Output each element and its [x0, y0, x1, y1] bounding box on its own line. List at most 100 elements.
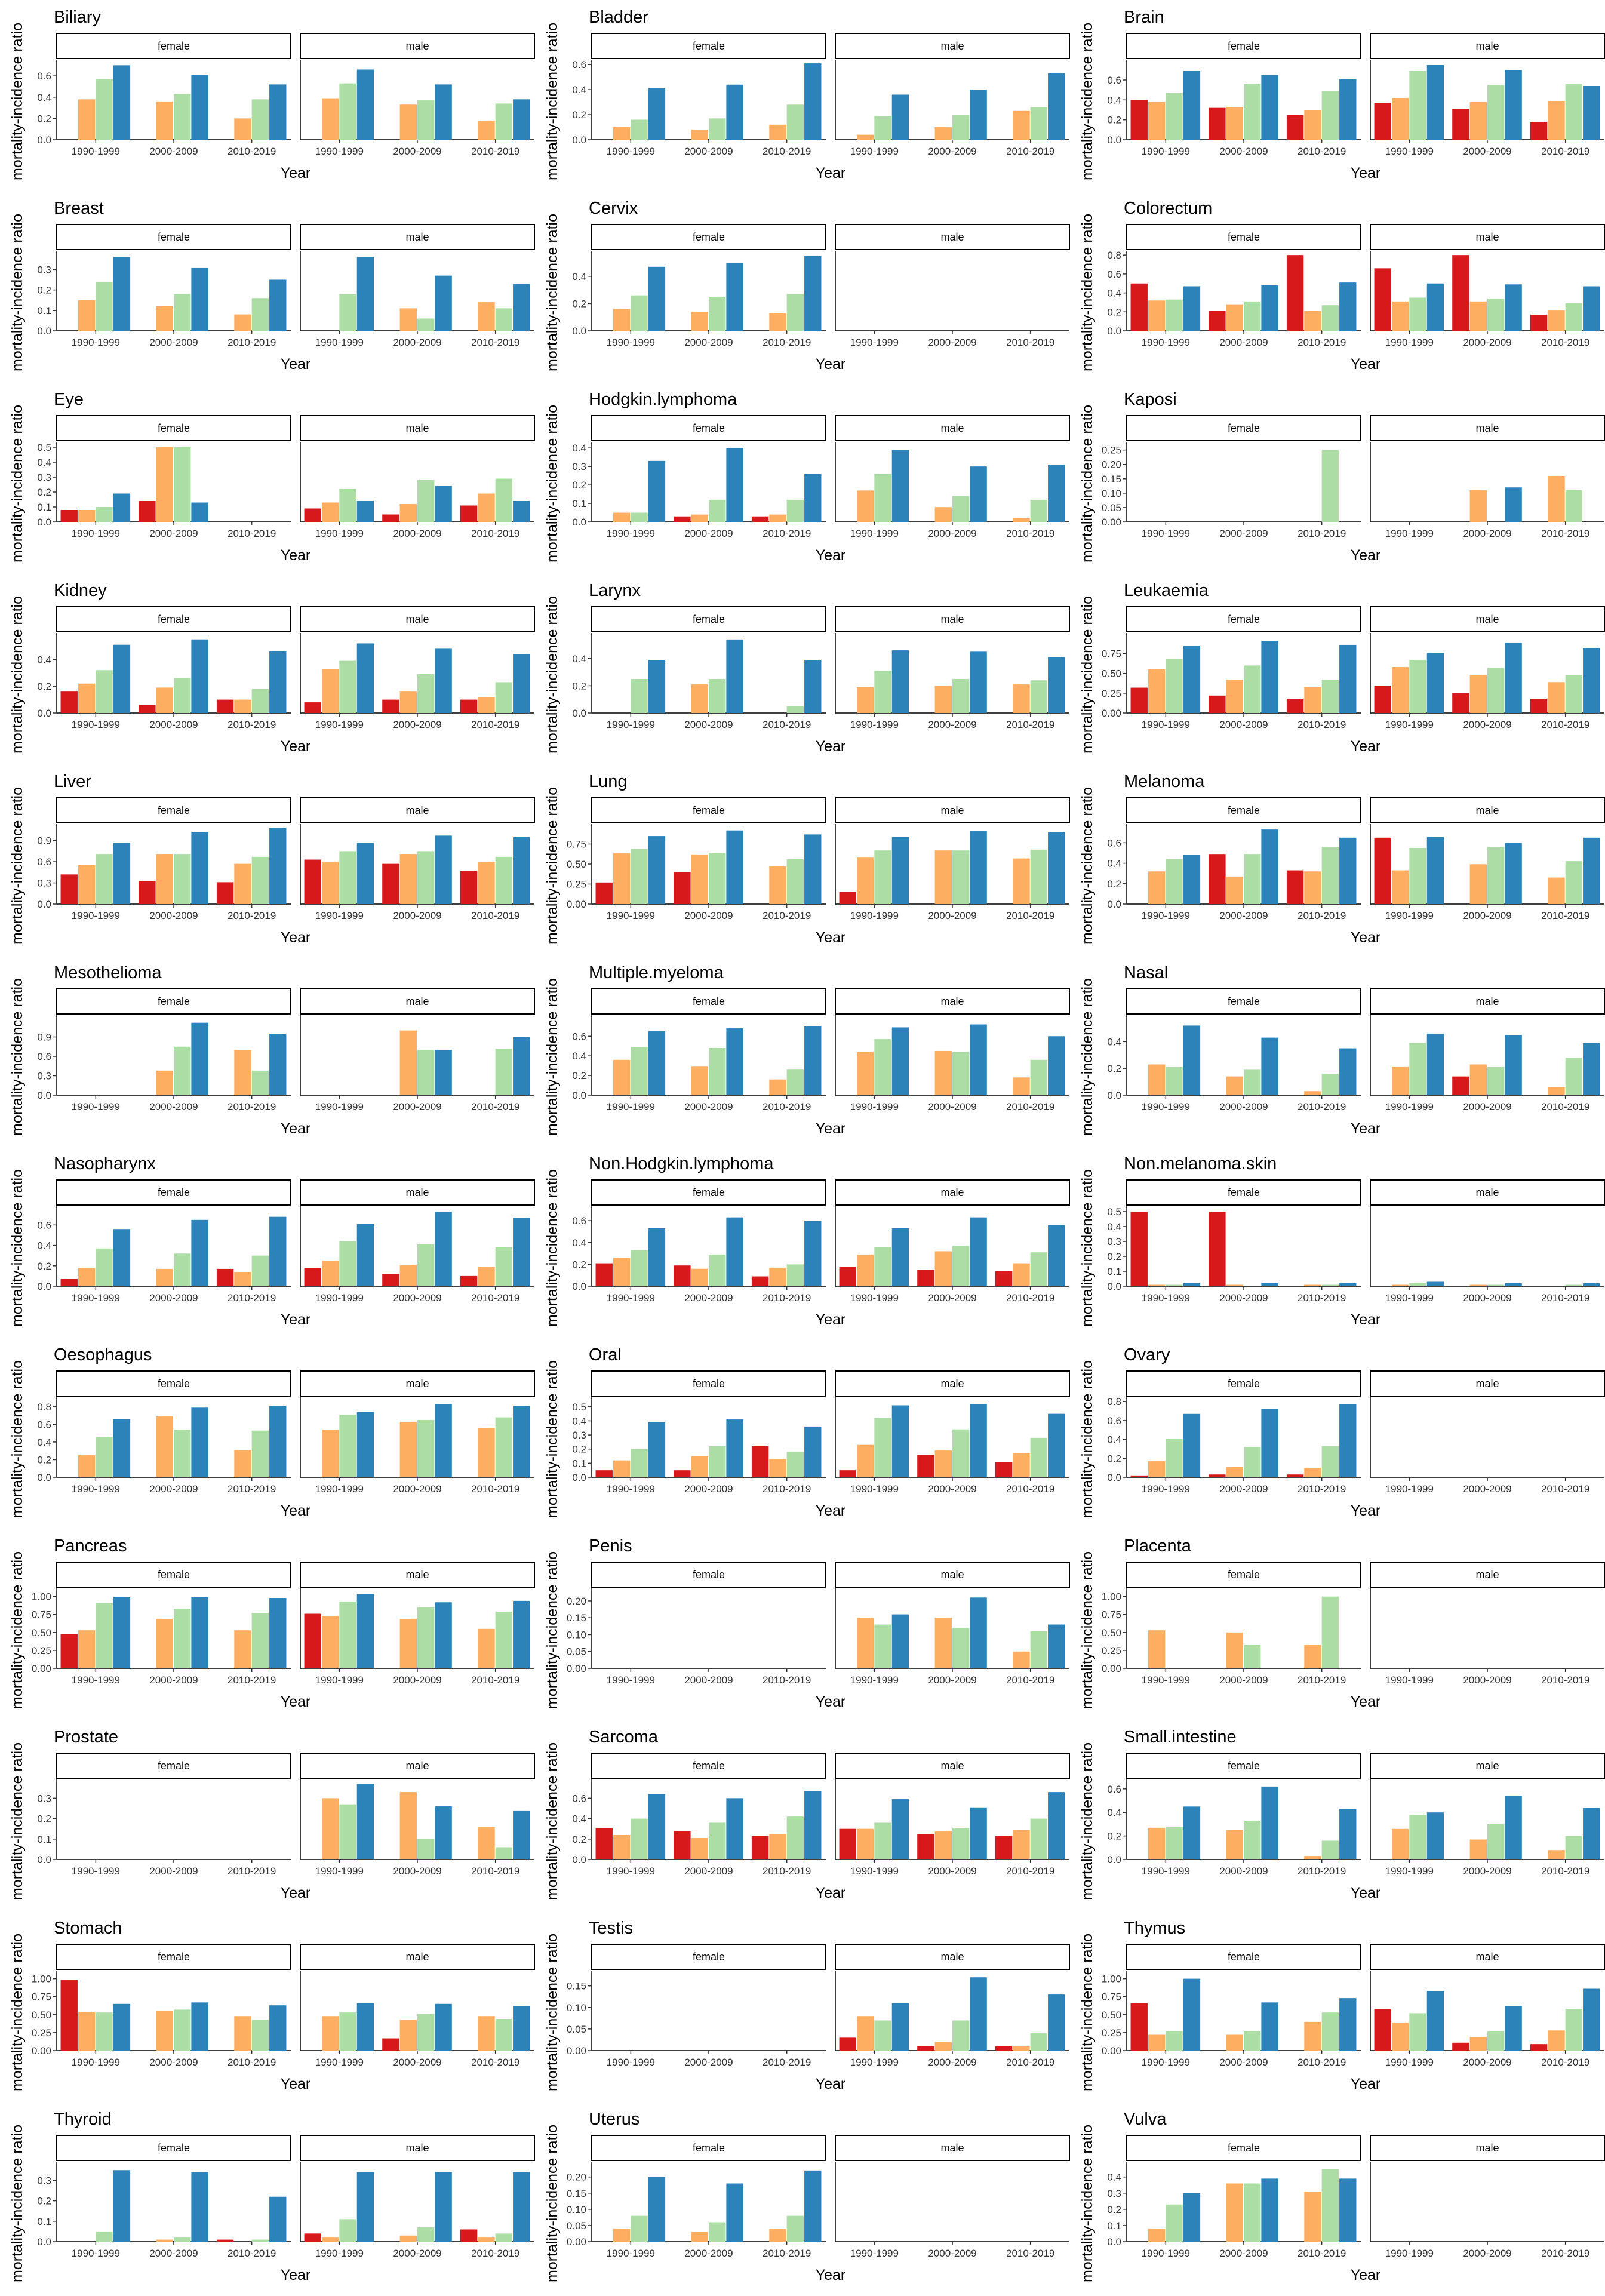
facet-female: female 0.0 0.1 0.2 0.3 1990-1999 2000-2009 2010… — [37, 2135, 291, 2259]
y-axis-title: mortality-incidence ratio — [9, 405, 26, 563]
bar — [891, 650, 909, 713]
bar — [269, 828, 287, 904]
bar — [399, 104, 417, 140]
bar — [1426, 1991, 1444, 2051]
bar — [1130, 2003, 1148, 2051]
y-axis-title: mortality-incidence ratio — [1079, 978, 1096, 1136]
panel-bladder: Bladder mortality-incidence ratio Year fema… — [544, 8, 1070, 182]
x-tick-label: 2010-2019 — [471, 528, 519, 539]
y-tick-label: 0.00 — [32, 2045, 51, 2057]
bar — [874, 1039, 891, 1095]
y-tick-label: 0.25 — [567, 878, 586, 890]
panel-title: Brain — [1124, 8, 1164, 27]
bar — [874, 850, 891, 904]
facet-strip — [1370, 33, 1605, 59]
x-tick-label: 1990-1999 — [607, 1674, 655, 1686]
x-tick-label: 1990-1999 — [72, 1292, 120, 1304]
x-tick-label: 2010-2019 — [227, 1674, 276, 1686]
bar — [1565, 84, 1583, 140]
bar — [1304, 687, 1321, 713]
bar — [1166, 1066, 1183, 1095]
x-axis-title: Year — [281, 738, 311, 755]
panel-melanoma: Melanoma mortality-incidence ratio Year fem… — [1079, 772, 1605, 946]
facet-label: female — [158, 40, 190, 52]
bar — [156, 101, 173, 140]
bar — [874, 1247, 891, 1286]
bar — [399, 854, 417, 904]
bar — [513, 1600, 530, 1668]
x-tick-label: 2010-2019 — [227, 2057, 276, 2068]
x-tick-label: 1990-1999 — [850, 1483, 899, 1495]
bar — [1469, 1064, 1487, 1095]
bar — [1183, 1025, 1201, 1095]
bar — [1226, 2183, 1243, 2242]
facet-female: female 0.00 0.05 0.10 0.15 1990-1999 2000-2009… — [567, 1944, 826, 2068]
x-tick-label: 1990-1999 — [315, 719, 364, 730]
x-tick-label: 2010-2019 — [762, 719, 811, 730]
facet-strip — [1126, 797, 1361, 823]
bar — [709, 1822, 726, 1859]
bar — [435, 275, 452, 331]
bar — [321, 1798, 339, 1859]
bar — [460, 2229, 478, 2242]
bar — [269, 1598, 287, 1668]
bar — [1583, 1808, 1600, 1859]
bar — [1286, 255, 1304, 331]
bar — [874, 671, 891, 713]
bar — [1409, 297, 1426, 331]
facet-label: female — [1228, 1951, 1260, 1963]
facet-male: male 1990-1999 2000-2009 2010-2019 — [1370, 2135, 1605, 2259]
bar — [856, 1254, 874, 1286]
y-tick-label: 1.00 — [1102, 1591, 1121, 1603]
facet-label: female — [1228, 1569, 1260, 1581]
bar — [304, 859, 321, 904]
bar — [269, 1216, 287, 1286]
bar — [1166, 2204, 1183, 2242]
panel-eye: Eye mortality-incidence ratio Year female 0.… — [9, 390, 535, 564]
x-tick-label: 2010-2019 — [1006, 146, 1054, 157]
facet-label: female — [693, 1569, 725, 1581]
bar — [1505, 642, 1522, 713]
facet-female: female 0.0 0.2 0.4 0.6 1990-1999 2000-2009 2010… — [1107, 1753, 1361, 1877]
bar — [1505, 2006, 1522, 2051]
facet-label: male — [1475, 1760, 1499, 1772]
bar — [934, 507, 952, 522]
facet-female: female 0.0 0.2 0.4 0.6 1990-1999 2000-2009 2010… — [572, 988, 826, 1112]
x-tick-label: 2010-2019 — [1297, 337, 1346, 348]
facet-strip — [1370, 224, 1605, 250]
bar — [1013, 1830, 1030, 1859]
y-axis-title: mortality-incidence ratio — [1079, 1360, 1096, 1518]
x-tick-label: 2010-2019 — [1297, 910, 1346, 921]
y-tick-label: 0.25 — [32, 1645, 51, 1656]
bar — [1487, 1284, 1505, 1286]
bar — [804, 2170, 822, 2242]
y-tick-label: 0.2 — [572, 680, 586, 691]
bar — [1183, 1413, 1201, 1477]
bar — [1530, 699, 1548, 713]
bar — [513, 2006, 530, 2051]
bar — [648, 266, 666, 331]
bar — [399, 504, 417, 522]
bar — [495, 1847, 513, 1859]
panel-hodgkin-lymphoma: Hodgkin.lymphoma mortality-incidence rati… — [544, 390, 1070, 564]
x-axis-title: Year — [816, 738, 846, 755]
bar — [191, 639, 208, 713]
bar — [1409, 1283, 1426, 1286]
facet-strip — [300, 2135, 535, 2161]
y-tick-label: 0.2 — [572, 1834, 586, 1845]
bar — [1583, 648, 1600, 713]
y-tick-label: 0.05 — [567, 1646, 586, 1658]
x-tick-label: 1990-1999 — [72, 528, 120, 539]
x-tick-label: 2010-2019 — [762, 910, 811, 921]
bar — [495, 308, 513, 331]
bar — [1166, 859, 1183, 904]
panel-biliary: Biliary mortality-incidence ratio Year fema… — [9, 8, 535, 182]
bar — [613, 2229, 631, 2242]
bar — [631, 512, 648, 522]
bar — [970, 1024, 987, 1095]
x-tick-label: 1990-1999 — [1142, 337, 1190, 348]
bar — [321, 502, 339, 522]
panel-title: Cervix — [589, 199, 638, 218]
facet-label: female — [1228, 1760, 1260, 1772]
facet-strip — [1370, 606, 1605, 632]
